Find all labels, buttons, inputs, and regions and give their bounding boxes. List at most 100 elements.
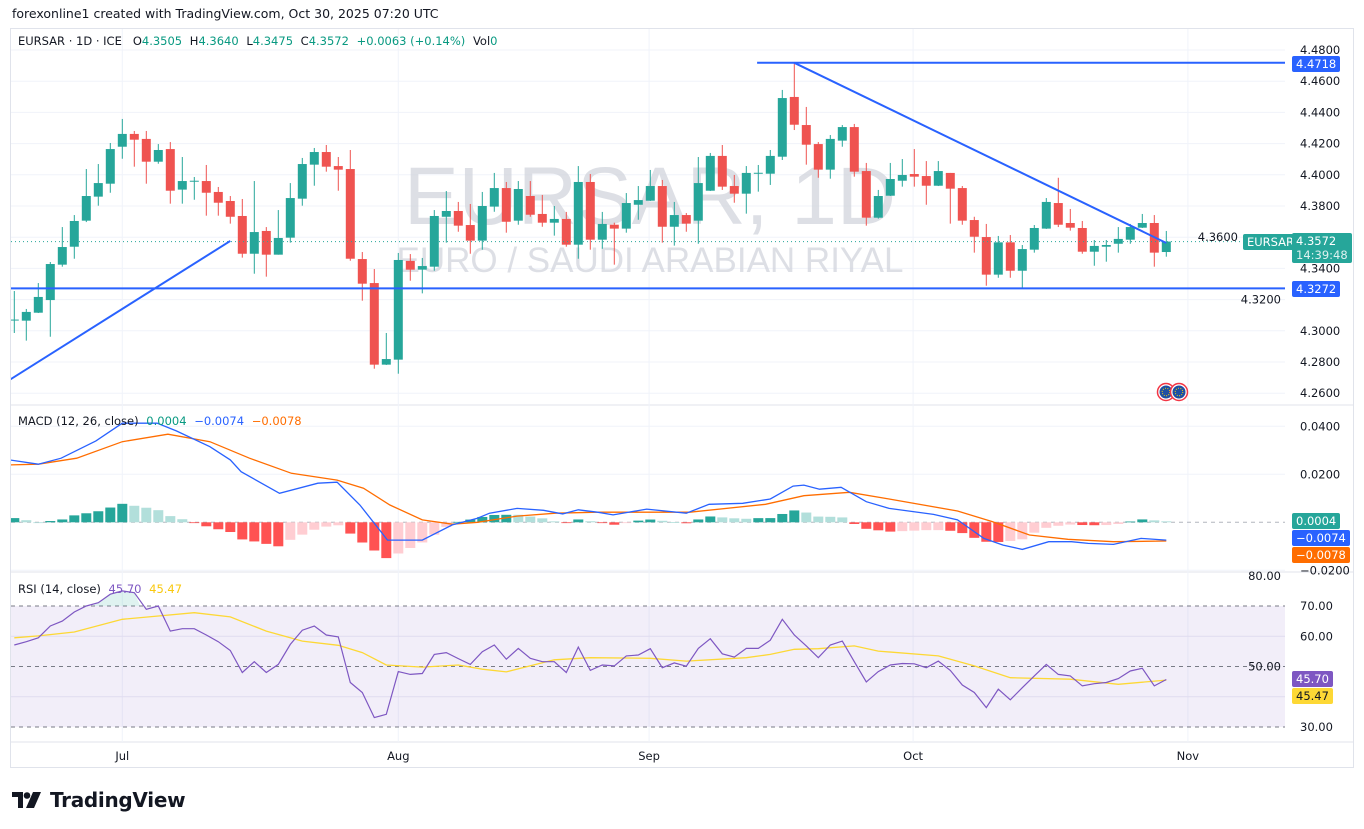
candle[interactable] [81, 169, 91, 223]
candle[interactable] [1101, 240, 1111, 262]
candle[interactable] [633, 186, 643, 220]
candle[interactable] [741, 166, 751, 214]
candle[interactable] [921, 161, 931, 205]
eu-flag-event-icon[interactable] [1169, 382, 1189, 402]
candle[interactable] [189, 176, 199, 200]
candle[interactable] [597, 211, 607, 249]
candle[interactable] [789, 62, 799, 131]
candle[interactable] [585, 174, 595, 250]
candle[interactable] [165, 142, 175, 204]
event-flags[interactable] [1156, 382, 1189, 402]
candle[interactable] [477, 191, 487, 250]
candle[interactable] [333, 157, 343, 191]
candle[interactable] [465, 203, 475, 254]
candle[interactable] [729, 174, 739, 203]
candle[interactable] [933, 161, 943, 187]
candle[interactable] [825, 135, 835, 179]
candle[interactable] [849, 123, 859, 177]
candle[interactable] [141, 130, 151, 184]
candle[interactable] [1149, 215, 1159, 267]
candle[interactable] [21, 308, 31, 341]
candle[interactable] [813, 142, 823, 178]
candle[interactable] [1017, 245, 1027, 289]
candle[interactable] [441, 191, 451, 243]
candle[interactable] [489, 172, 499, 212]
candle[interactable] [1077, 220, 1087, 254]
candle[interactable] [10, 291, 19, 333]
candle[interactable] [897, 159, 907, 187]
tradingview-logo[interactable]: TradingView [12, 788, 186, 812]
trendline[interactable] [10, 240, 231, 381]
candle[interactable] [1125, 223, 1135, 244]
candle[interactable] [1089, 240, 1099, 266]
candle[interactable] [537, 194, 547, 227]
candle[interactable] [405, 254, 415, 281]
candle[interactable] [609, 222, 619, 265]
candle[interactable] [777, 89, 787, 160]
candle[interactable] [561, 211, 571, 247]
symbol-info[interactable]: EURSAR · 1D · ICE [18, 34, 122, 48]
candle[interactable] [501, 181, 511, 233]
candle[interactable] [261, 227, 271, 277]
candle[interactable] [117, 118, 127, 159]
eu-flag-event-icon[interactable] [1156, 382, 1176, 402]
candle[interactable] [69, 215, 79, 259]
price-pane[interactable] [10, 61, 1286, 381]
candle[interactable] [213, 186, 223, 216]
candle[interactable] [93, 164, 103, 206]
candle[interactable] [909, 149, 919, 187]
candle[interactable] [1029, 225, 1039, 253]
candle[interactable] [105, 142, 115, 193]
candle[interactable] [657, 179, 667, 243]
macd-title[interactable]: MACD (12, 26, close) [18, 414, 139, 428]
candle[interactable] [513, 181, 523, 225]
candle[interactable] [993, 235, 1003, 278]
candle[interactable] [837, 125, 847, 147]
candle[interactable] [717, 145, 727, 190]
candle[interactable] [357, 252, 367, 301]
candle[interactable] [621, 193, 631, 233]
candle[interactable] [225, 196, 235, 224]
candle[interactable] [381, 332, 391, 365]
candle[interactable] [429, 210, 439, 271]
candle[interactable] [345, 149, 355, 261]
candle[interactable] [525, 181, 535, 217]
candle[interactable] [369, 269, 379, 369]
candle[interactable] [201, 164, 211, 216]
candle[interactable] [645, 169, 655, 202]
candle[interactable] [321, 145, 331, 172]
candle[interactable] [129, 130, 139, 167]
candle[interactable] [153, 144, 163, 164]
candle[interactable] [1137, 213, 1147, 228]
trendline[interactable] [793, 61, 1167, 244]
candle[interactable] [453, 201, 463, 232]
candle[interactable] [693, 157, 703, 244]
candle[interactable] [573, 166, 583, 259]
candle[interactable] [1053, 177, 1063, 228]
candle[interactable] [237, 198, 247, 258]
candle[interactable] [669, 201, 679, 246]
candle[interactable] [285, 183, 295, 243]
candle[interactable] [1161, 230, 1171, 257]
chart-panel[interactable] [10, 28, 1354, 768]
candle[interactable] [57, 227, 67, 267]
candle[interactable] [945, 172, 955, 224]
candle[interactable] [297, 157, 307, 206]
candle[interactable] [885, 162, 895, 197]
candle[interactable] [765, 149, 775, 185]
candle[interactable] [549, 206, 559, 236]
candle[interactable] [705, 152, 715, 192]
candle[interactable] [969, 216, 979, 253]
candle[interactable] [1065, 208, 1075, 231]
candle[interactable] [393, 252, 403, 374]
candle[interactable] [981, 223, 991, 286]
candle[interactable] [177, 157, 187, 204]
candle[interactable] [801, 106, 811, 165]
candle[interactable] [309, 147, 319, 186]
candle[interactable] [249, 181, 259, 274]
candle[interactable] [45, 262, 55, 337]
rsi-pane[interactable] [11, 590, 1285, 728]
candle[interactable] [861, 162, 871, 226]
candle[interactable] [1005, 235, 1015, 278]
